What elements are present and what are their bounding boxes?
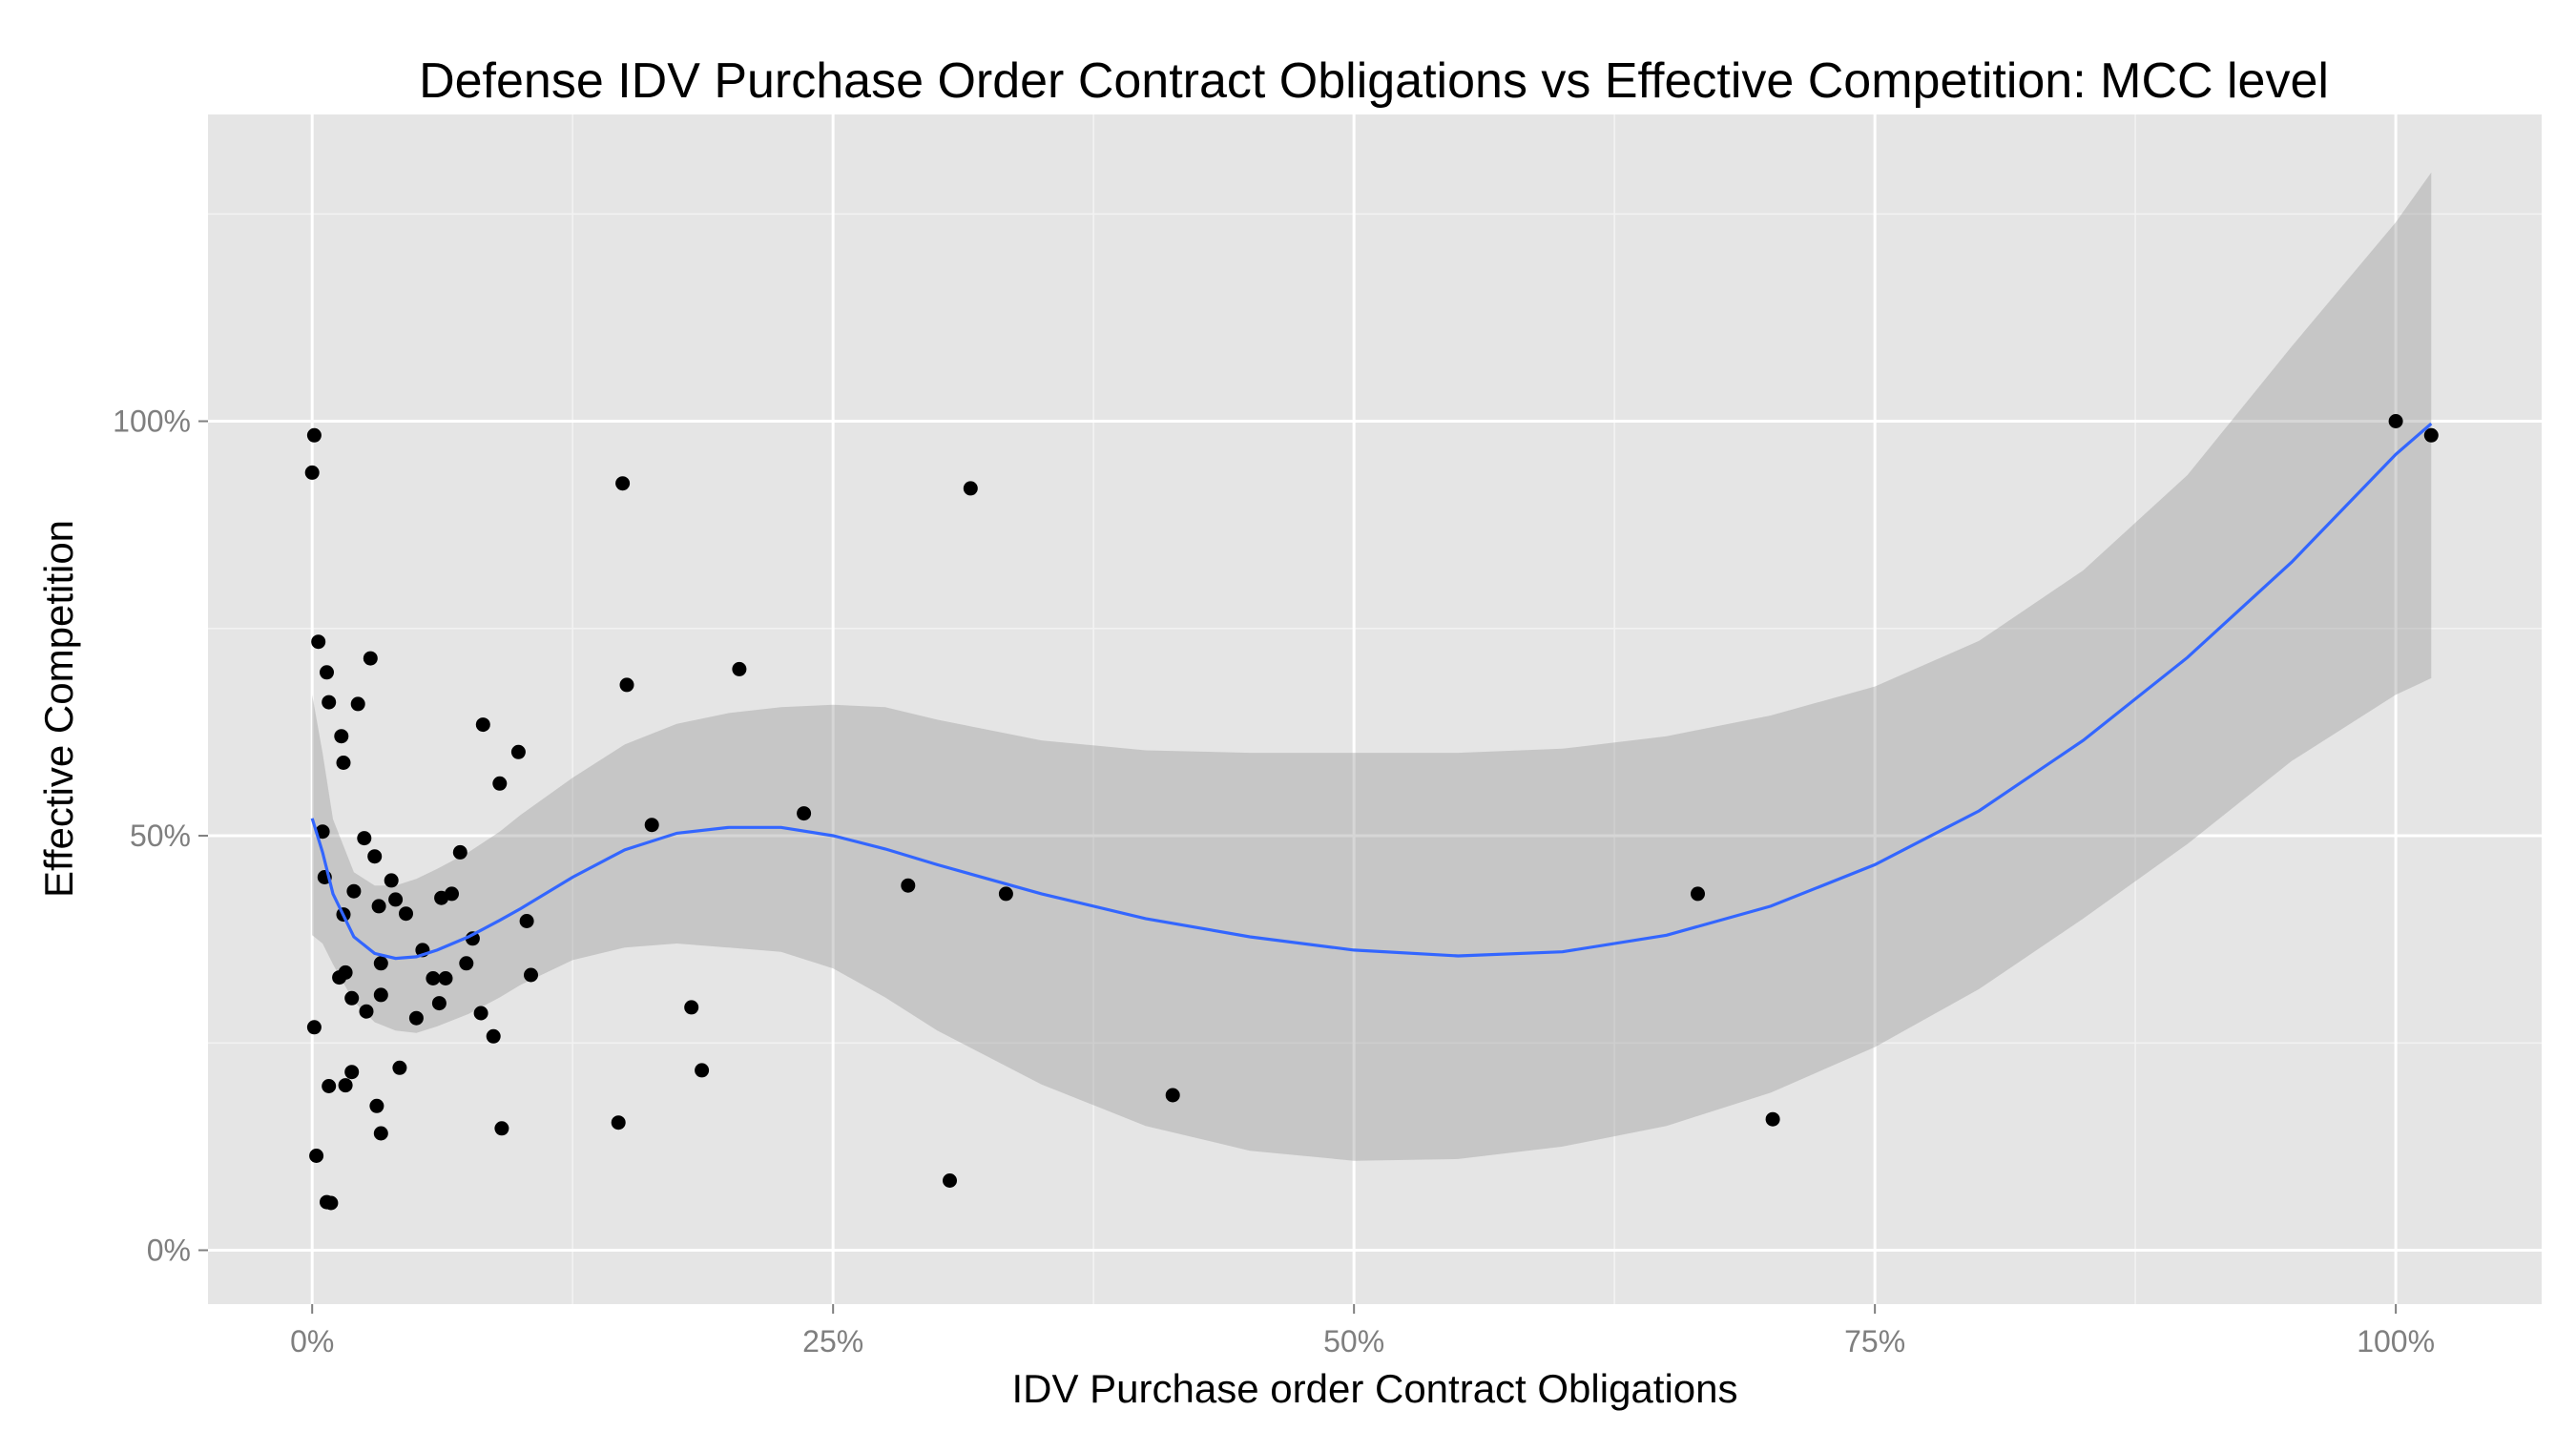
data-point bbox=[384, 873, 399, 888]
chart-title: Defense IDV Purchase Order Contract Obli… bbox=[419, 53, 2329, 109]
data-point bbox=[2388, 414, 2403, 428]
data-point bbox=[524, 967, 538, 983]
data-point bbox=[309, 1149, 324, 1163]
data-point bbox=[399, 906, 413, 922]
data-point bbox=[334, 729, 349, 744]
data-point bbox=[452, 844, 467, 860]
data-point bbox=[1765, 1111, 1780, 1127]
data-point bbox=[306, 427, 322, 443]
data-point bbox=[486, 1028, 501, 1044]
smooth-line bbox=[310, 422, 2433, 961]
data-point bbox=[367, 849, 383, 864]
plot-panel bbox=[208, 114, 2542, 1304]
grid-minor bbox=[208, 114, 2542, 1304]
data-point bbox=[684, 1000, 699, 1015]
data-point bbox=[473, 1006, 488, 1021]
x-axis: 0% 25% 50% 75% 100% bbox=[290, 1304, 2435, 1358]
data-point bbox=[338, 1078, 353, 1093]
data-point bbox=[320, 665, 334, 680]
data-point bbox=[388, 892, 404, 907]
y-axis: 0% 50% 100% bbox=[113, 404, 208, 1268]
data-point bbox=[901, 878, 916, 893]
data-point bbox=[304, 465, 320, 480]
data-point bbox=[1165, 1088, 1180, 1103]
data-point bbox=[322, 1079, 337, 1093]
x-tick-label: 100% bbox=[2357, 1324, 2435, 1358]
data-point bbox=[732, 661, 747, 676]
data-point bbox=[611, 1115, 626, 1130]
data-point bbox=[332, 970, 347, 985]
data-point bbox=[438, 971, 453, 985]
data-point bbox=[373, 1126, 388, 1141]
data-point bbox=[311, 634, 326, 650]
data-point bbox=[963, 481, 978, 496]
x-axis-title: IDV Purchase order Contract Obligations bbox=[1011, 1366, 1737, 1411]
data-point bbox=[322, 695, 337, 710]
y-tick-label: 100% bbox=[113, 404, 191, 439]
data-point bbox=[323, 1195, 339, 1211]
data-point bbox=[357, 831, 372, 846]
data-point bbox=[350, 696, 365, 712]
data-point bbox=[373, 987, 388, 1003]
y-axis-title: Effective Competition bbox=[36, 520, 81, 898]
data-point bbox=[431, 996, 447, 1011]
data-point bbox=[336, 756, 351, 770]
data-point bbox=[644, 818, 659, 833]
data-point bbox=[371, 899, 386, 914]
data-point bbox=[492, 776, 508, 791]
confidence-band bbox=[312, 172, 2432, 1161]
data-point bbox=[695, 1063, 710, 1078]
data-point bbox=[359, 1004, 374, 1019]
data-point bbox=[519, 914, 534, 928]
data-point bbox=[475, 717, 490, 733]
x-tick-label: 25% bbox=[802, 1324, 863, 1358]
data-point bbox=[363, 651, 378, 666]
data-point bbox=[392, 1060, 407, 1075]
data-point bbox=[459, 956, 474, 971]
data-point bbox=[369, 1098, 384, 1113]
x-tick-label: 0% bbox=[290, 1324, 334, 1358]
data-point bbox=[344, 990, 360, 1006]
data-point bbox=[797, 806, 812, 821]
y-tick-label: 0% bbox=[147, 1234, 191, 1268]
data-point bbox=[445, 886, 459, 902]
x-tick-label: 50% bbox=[1323, 1324, 1384, 1358]
data-point bbox=[306, 1020, 322, 1035]
data-point bbox=[373, 956, 388, 971]
data-point bbox=[494, 1121, 509, 1136]
data-point bbox=[998, 886, 1013, 902]
data-point bbox=[2423, 427, 2439, 443]
data-points bbox=[304, 414, 2439, 1211]
data-point bbox=[344, 1065, 360, 1080]
data-point bbox=[426, 971, 441, 985]
data-point bbox=[615, 476, 631, 491]
x-tick-label: 75% bbox=[1844, 1324, 1905, 1358]
data-point bbox=[619, 677, 634, 693]
data-point bbox=[943, 1173, 957, 1188]
grid-major bbox=[208, 114, 2542, 1304]
data-point bbox=[408, 1010, 424, 1026]
y-tick-label: 50% bbox=[130, 819, 191, 853]
data-point bbox=[346, 883, 362, 899]
data-point bbox=[510, 744, 526, 759]
data-point bbox=[1691, 886, 1705, 902]
data-point bbox=[315, 824, 330, 840]
